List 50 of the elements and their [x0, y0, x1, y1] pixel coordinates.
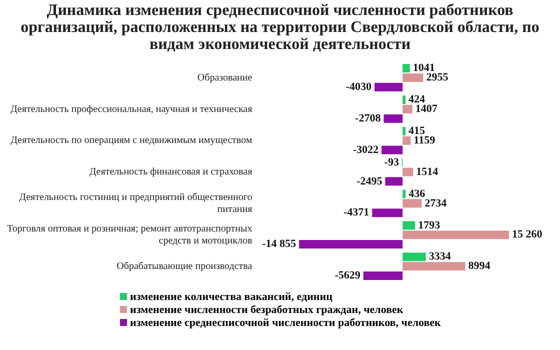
y-tick-label: Торговля оптовая и розничная; ремонт автотранспортных средств и мотоциклов [6, 223, 252, 246]
bar [299, 240, 403, 249]
bar [402, 73, 424, 82]
data-label: 1159 [414, 134, 436, 146]
bar [363, 271, 403, 280]
data-label: -4030 [346, 80, 372, 93]
data-label: -4371 [343, 206, 370, 219]
y-tick-label: Деятельность финансовая и страховая [89, 166, 253, 178]
bar [402, 199, 422, 208]
data-label: 1793 [418, 219, 441, 232]
legend-label: изменение среднесписочной численности работников, человек [130, 317, 441, 329]
bar [402, 95, 406, 104]
bar [374, 82, 403, 92]
y-tick-label: Деятельность гостиниц и предприятий общественного питания [19, 192, 253, 216]
y-tick-label: Образование [197, 72, 253, 84]
y-tick-label: Обрабатывающие производства [116, 260, 253, 272]
y-tick-label: Деятельность профессиональная, научная и техническая [10, 104, 253, 115]
data-label: -93 [384, 156, 400, 168]
data-label: 2734 [424, 197, 448, 210]
y-tick-label: Деятельность по операциям с недвижимым имуществом [10, 135, 253, 146]
data-label: -5629 [334, 270, 361, 282]
legend-label: изменение численности безработных граждан, человек [130, 304, 404, 316]
bar [402, 104, 412, 114]
bar [372, 208, 403, 218]
data-label: 436 [408, 188, 426, 200]
data-label: 1514 [416, 166, 439, 178]
bar [402, 262, 466, 271]
data-label: 15 260 [512, 228, 543, 241]
data-label: 3334 [428, 250, 452, 263]
bar [402, 221, 416, 230]
data-label: 1041 [412, 62, 435, 74]
bar [402, 168, 414, 176]
bar [382, 146, 403, 154]
data-label: 2955 [426, 72, 449, 84]
data-label: -2495 [356, 175, 383, 188]
data-label: 8994 [468, 260, 491, 272]
bar [402, 136, 411, 145]
data-label: 415 [408, 124, 426, 137]
data-label: -14 855 [262, 238, 297, 250]
legend-label: изменение количества вакансий, единиц [130, 291, 332, 303]
chart-title: Динамика изменения среднесписочной численности работников организаций, расположенных на территории Свердловской области, по видам экономической деятельности [20, 2, 540, 53]
bar [384, 114, 403, 123]
data-label: -3022 [352, 144, 380, 156]
bar [385, 177, 403, 186]
bar [402, 190, 406, 198]
bar [402, 126, 406, 136]
data-label: -2708 [355, 112, 382, 124]
bar [402, 252, 426, 262]
bar [402, 230, 509, 240]
bar [402, 64, 410, 73]
